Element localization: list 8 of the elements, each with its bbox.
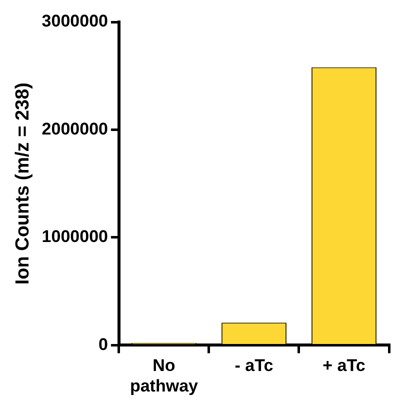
x-tick-label: No pathway (130, 356, 199, 396)
x-tick-label: + aTc (322, 356, 366, 376)
y-axis-title: Ion Counts (m/z = 238) (12, 82, 34, 285)
y-tick-label: 1000000 (42, 227, 108, 246)
y-tick-label: 0 (98, 334, 108, 354)
y-tick-label: 3000000 (42, 12, 108, 31)
x-tick-label: - aTc (234, 356, 274, 376)
y-tick-label: 2000000 (42, 119, 108, 138)
